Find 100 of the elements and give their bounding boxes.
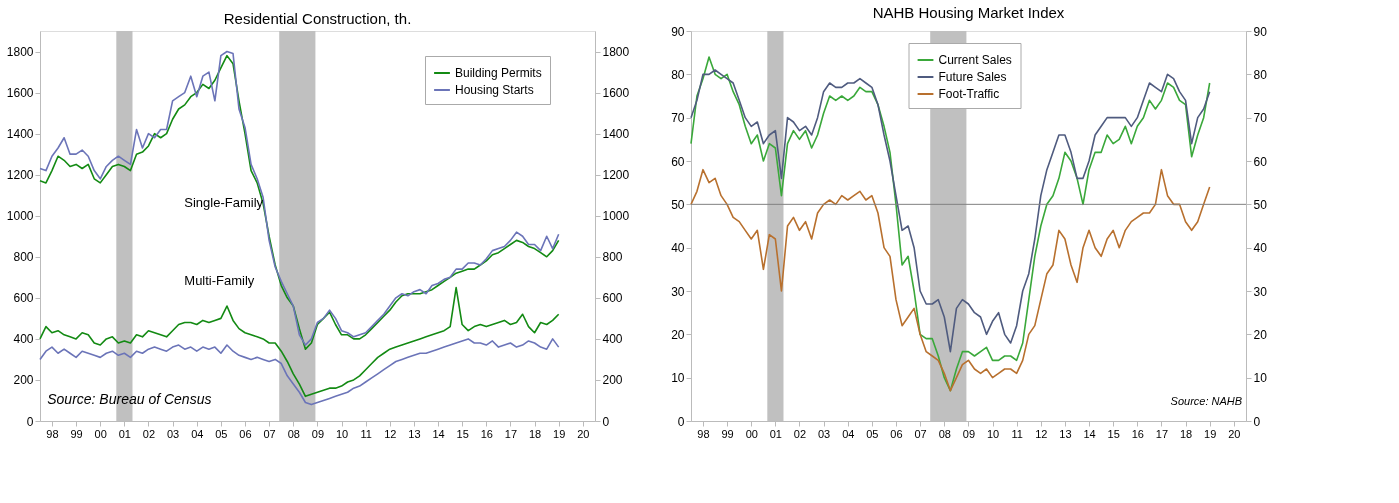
y2-tick-label: 10	[1253, 371, 1268, 386]
x-tick-label: 06	[890, 427, 903, 440]
y2-tick-label: 20	[1253, 327, 1268, 342]
x-tick-label: 12	[1035, 427, 1048, 440]
x-tick-label: 98	[46, 427, 59, 440]
x-tick-label: 11	[1011, 427, 1023, 440]
x-tick-label: 18	[1179, 427, 1193, 440]
x-tick-label: 19	[553, 427, 566, 440]
x-tick-label: 14	[432, 427, 445, 440]
x-tick-label: 19	[1204, 427, 1217, 440]
y2-tick-label: 600	[602, 291, 623, 306]
x-tick-label: 15	[456, 427, 469, 440]
y-tick-label: 200	[13, 373, 34, 388]
y-tick-label: 400	[13, 332, 34, 347]
annotation: Single-Family	[184, 194, 264, 210]
x-tick-label: 01	[118, 427, 131, 440]
y-tick-label: 800	[13, 250, 34, 265]
x-tick-label: 12	[384, 427, 397, 440]
legend-label: Future Sales	[938, 70, 1007, 84]
x-tick-label: 14	[1083, 427, 1096, 440]
x-tick-label: 99	[70, 427, 83, 440]
x-tick-label: 04	[842, 427, 855, 440]
x-tick-label: 00	[94, 427, 107, 440]
y2-tick-label: 60	[1253, 154, 1268, 169]
y-tick-label: 0	[26, 414, 34, 429]
x-tick-label: 05	[215, 427, 228, 440]
x-tick-label: 20	[1228, 427, 1241, 440]
x-tick-label: 18	[528, 427, 542, 440]
y2-tick-label: 1600	[602, 86, 630, 101]
line-series	[690, 69, 1211, 353]
y-tick-label: 80	[671, 67, 685, 82]
x-tick-label: 16	[1131, 427, 1144, 440]
x-tick-label: 05	[866, 427, 879, 440]
x-tick-label: 04	[191, 427, 204, 440]
x-tick-label: 10	[986, 427, 1000, 440]
x-tick-label: 07	[263, 427, 276, 440]
x-tick-label: 06	[239, 427, 252, 440]
y2-tick-label: 90	[1253, 24, 1268, 39]
y2-tick-label: 0	[602, 414, 610, 429]
legend-label: Current Sales	[938, 53, 1012, 67]
line-series	[690, 56, 1211, 392]
line-series	[690, 168, 1211, 392]
y2-tick-label: 70	[1253, 111, 1268, 126]
y2-tick-label: 1200	[602, 168, 630, 183]
y-tick-label: 10	[671, 371, 685, 386]
x-tick-label: 01	[769, 427, 782, 440]
x-tick-label: 02	[793, 427, 807, 440]
x-tick-label: 00	[745, 427, 758, 440]
y-tick-label: 60	[671, 154, 685, 169]
y-tick-label: 50	[671, 197, 685, 212]
y-tick-label: 30	[671, 284, 685, 299]
chart-title: NAHB Housing Market Index	[872, 4, 1065, 21]
y-tick-label: 20	[671, 327, 685, 342]
x-tick-label: 08	[938, 427, 951, 440]
x-tick-label: 13	[1059, 427, 1072, 440]
x-tick-label: 16	[480, 427, 493, 440]
y2-tick-label: 1000	[602, 209, 630, 224]
x-tick-label: 17	[1155, 427, 1169, 440]
line-series	[39, 338, 560, 406]
x-tick-label: 09	[962, 427, 976, 440]
y-tick-label: 1600	[6, 86, 34, 101]
y-tick-label: 90	[671, 24, 685, 39]
annotation: Source: Bureau of Census	[47, 390, 212, 407]
x-tick-label: 98	[697, 427, 710, 440]
y2-tick-label: 200	[602, 373, 623, 388]
y-tick-label: 1800	[6, 45, 34, 60]
y2-tick-label: 30	[1253, 284, 1268, 299]
x-tick-label: 10	[335, 427, 349, 440]
y-tick-label: 0	[677, 414, 685, 429]
x-tick-label: 07	[914, 427, 927, 440]
x-tick-label: 11	[360, 427, 372, 440]
y-tick-label: 1400	[6, 127, 34, 142]
x-tick-label: 08	[287, 427, 300, 440]
x-tick-label: 20	[577, 427, 590, 440]
chart-title: Residential Construction, th.	[223, 10, 412, 27]
annotation: Source: NAHB	[1170, 394, 1243, 407]
x-tick-label: 13	[408, 427, 421, 440]
y-tick-label: 70	[671, 111, 685, 126]
legend-label: Housing Starts	[455, 83, 534, 97]
y-tick-label: 1200	[6, 168, 34, 183]
y2-tick-label: 1800	[602, 45, 630, 60]
y-tick-label: 1000	[6, 209, 34, 224]
y2-tick-label: 1400	[602, 127, 630, 142]
legend-label: Building Permits	[455, 66, 542, 80]
x-tick-label: 15	[1107, 427, 1120, 440]
y2-tick-label: 80	[1253, 67, 1268, 82]
x-tick-label: 09	[311, 427, 325, 440]
y-tick-label: 600	[13, 291, 34, 306]
y2-tick-label: 0	[1253, 414, 1261, 429]
x-tick-label: 03	[817, 427, 831, 440]
y2-tick-label: 800	[602, 250, 623, 265]
x-tick-label: 02	[142, 427, 156, 440]
y2-tick-label: 50	[1253, 197, 1268, 212]
x-tick-label: 17	[504, 427, 518, 440]
x-tick-label: 03	[166, 427, 180, 440]
y-tick-label: 40	[671, 241, 685, 256]
x-tick-label: 99	[721, 427, 734, 440]
y2-tick-label: 400	[602, 332, 623, 347]
annotation: Multi-Family	[184, 272, 255, 288]
y2-tick-label: 40	[1253, 241, 1268, 256]
